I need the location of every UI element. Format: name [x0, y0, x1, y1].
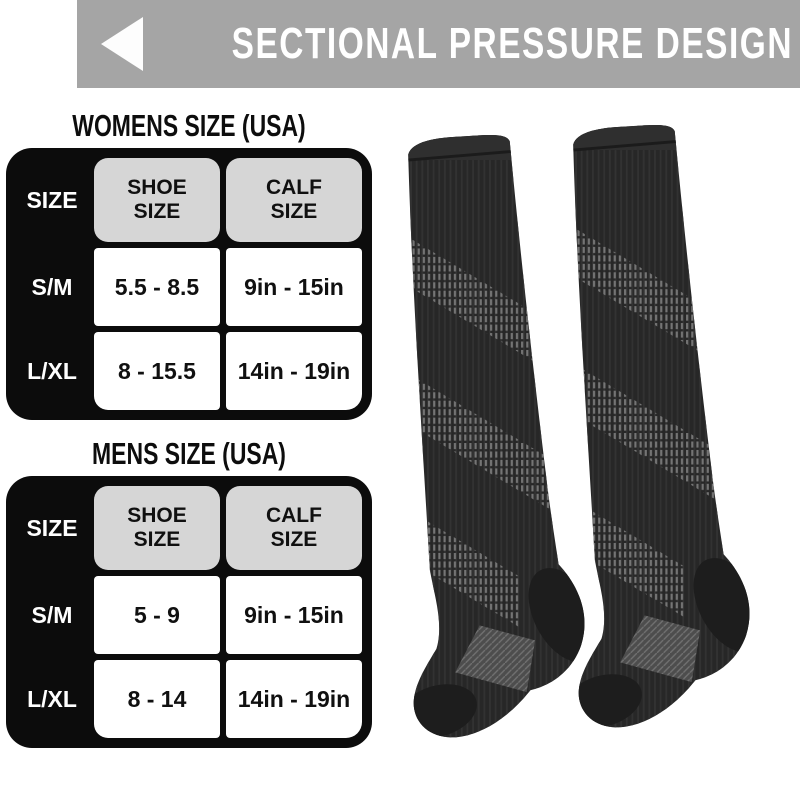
womens-row-sm-shoe: 5.5 - 8.5 — [94, 248, 220, 326]
banner-title: SECTIONAL PRESSURE DESIGN — [231, 19, 794, 68]
womens-col-header-calf-size: CALF SIZE — [225, 158, 362, 242]
banner-sectional-pressure-design: SECTIONAL PRESSURE DESIGN — [77, 0, 800, 88]
size-tables-column: WOMENS SIZE (USA) SIZE SHOE SIZE CALF SI… — [6, 104, 372, 748]
mens-row-lxl-label: L/XL — [27, 685, 77, 712]
mens-col-header-size: SIZE — [26, 514, 78, 541]
womens-row-sm-calf: 9in - 15in — [225, 248, 362, 326]
womens-col-header-size: SIZE — [26, 186, 78, 213]
mens-row-sm-label: S/M — [31, 601, 73, 628]
mens-table-title: MENS SIZE (USA) — [92, 436, 286, 471]
womens-col-header-shoe-size: SHOE SIZE — [94, 158, 220, 242]
womens-size-block: WOMENS SIZE (USA) SIZE SHOE SIZE CALF SI… — [6, 104, 372, 420]
mens-col-header-calf-size: CALF SIZE — [225, 486, 362, 570]
mens-col-header-shoe-size: SHOE SIZE — [94, 486, 220, 570]
left-arrow-icon — [101, 17, 143, 71]
product-photo-socks — [370, 95, 800, 785]
mens-row-lxl-shoe: 8 - 14 — [94, 660, 220, 738]
mens-row-sm-shoe: 5 - 9 — [94, 576, 220, 654]
mens-size-table: SIZE SHOE SIZE CALF SIZE S/M 5 - 9 9in -… — [6, 476, 372, 748]
womens-row-sm-label: S/M — [31, 273, 73, 300]
womens-table-title: WOMENS SIZE (USA) — [72, 108, 306, 143]
mens-row-lxl-calf: 14in - 19in — [225, 660, 362, 738]
womens-row-lxl-calf: 14in - 19in — [225, 332, 362, 410]
womens-row-lxl-label: L/XL — [27, 357, 77, 384]
mens-size-block: MENS SIZE (USA) SIZE SHOE SIZE CALF SIZE… — [6, 432, 372, 748]
mens-row-sm-calf: 9in - 15in — [225, 576, 362, 654]
womens-row-lxl-shoe: 8 - 15.5 — [94, 332, 220, 410]
womens-size-table: SIZE SHOE SIZE CALF SIZE S/M 5.5 - 8.5 9… — [6, 148, 372, 420]
